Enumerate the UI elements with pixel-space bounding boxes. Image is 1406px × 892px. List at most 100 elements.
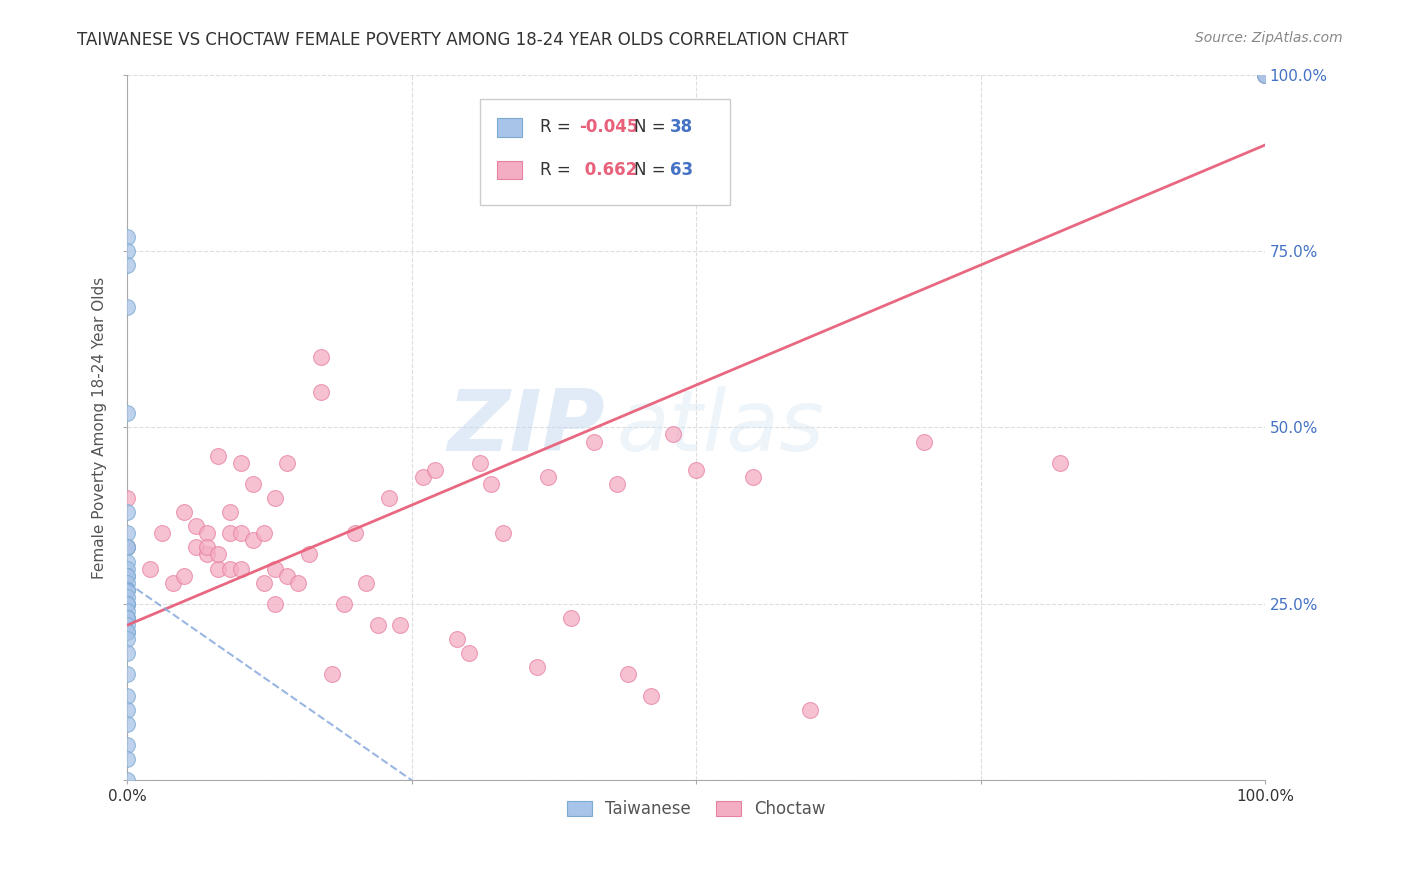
Point — [117, 773, 139, 788]
Point — [423, 463, 446, 477]
Point — [117, 646, 139, 660]
Point — [582, 434, 605, 449]
Point — [253, 526, 276, 541]
Point — [117, 541, 139, 555]
Point — [912, 434, 935, 449]
Point — [343, 526, 366, 541]
Point — [117, 689, 139, 703]
Point — [617, 667, 640, 681]
Point — [117, 406, 139, 420]
Point — [537, 470, 560, 484]
Point — [298, 548, 321, 562]
Point — [287, 575, 309, 590]
Point — [184, 519, 207, 533]
Text: 38: 38 — [671, 119, 693, 136]
Point — [412, 470, 434, 484]
Point — [389, 618, 412, 632]
Text: R =: R = — [540, 119, 576, 136]
Point — [242, 533, 264, 548]
FancyBboxPatch shape — [498, 119, 522, 136]
Text: R =: R = — [540, 161, 576, 178]
Point — [218, 526, 240, 541]
Point — [117, 597, 139, 611]
Point — [378, 491, 401, 505]
Point — [207, 561, 229, 575]
Point — [117, 667, 139, 681]
Point — [367, 618, 389, 632]
Y-axis label: Female Poverty Among 18-24 Year Olds: Female Poverty Among 18-24 Year Olds — [93, 277, 107, 579]
Text: N =: N = — [634, 119, 671, 136]
FancyBboxPatch shape — [479, 99, 730, 205]
Point — [117, 491, 139, 505]
Point — [162, 575, 184, 590]
Point — [742, 470, 765, 484]
Point — [184, 541, 207, 555]
Point — [640, 689, 662, 703]
Text: Source: ZipAtlas.com: Source: ZipAtlas.com — [1195, 31, 1343, 45]
Point — [195, 541, 218, 555]
Point — [207, 449, 229, 463]
Point — [207, 548, 229, 562]
Point — [173, 568, 195, 582]
Point — [117, 703, 139, 717]
Point — [468, 456, 491, 470]
Text: N =: N = — [634, 161, 671, 178]
Point — [1254, 68, 1277, 82]
Point — [231, 526, 253, 541]
Point — [117, 625, 139, 640]
Point — [117, 244, 139, 258]
Point — [1254, 68, 1277, 82]
Point — [117, 582, 139, 597]
Point — [117, 561, 139, 575]
Point — [264, 597, 287, 611]
Point — [309, 385, 332, 400]
Point — [231, 561, 253, 575]
Point — [117, 716, 139, 731]
Text: TAIWANESE VS CHOCTAW FEMALE POVERTY AMONG 18-24 YEAR OLDS CORRELATION CHART: TAIWANESE VS CHOCTAW FEMALE POVERTY AMON… — [77, 31, 849, 49]
Point — [195, 548, 218, 562]
Point — [685, 463, 707, 477]
Point — [117, 301, 139, 315]
Point — [799, 703, 821, 717]
Point — [492, 526, 515, 541]
Point — [218, 505, 240, 519]
FancyBboxPatch shape — [498, 161, 522, 179]
Point — [242, 476, 264, 491]
Point — [481, 476, 503, 491]
Point — [117, 258, 139, 272]
Point — [1049, 456, 1071, 470]
Point — [117, 582, 139, 597]
Point — [560, 611, 582, 625]
Text: atlas: atlas — [617, 386, 824, 469]
Text: 0.662: 0.662 — [579, 161, 637, 178]
Point — [117, 611, 139, 625]
Point — [276, 456, 298, 470]
Point — [117, 568, 139, 582]
Point — [264, 491, 287, 505]
Point — [1254, 68, 1277, 82]
Point — [117, 597, 139, 611]
Text: -0.045: -0.045 — [579, 119, 638, 136]
Point — [276, 568, 298, 582]
Point — [117, 611, 139, 625]
Point — [117, 541, 139, 555]
Point — [218, 561, 240, 575]
Text: 63: 63 — [671, 161, 693, 178]
Point — [139, 561, 162, 575]
Point — [309, 350, 332, 364]
Point — [117, 590, 139, 604]
Point — [117, 526, 139, 541]
Text: ZIP: ZIP — [447, 386, 605, 469]
Point — [606, 476, 628, 491]
Point — [117, 618, 139, 632]
Point — [526, 660, 548, 674]
Point — [150, 526, 173, 541]
Point — [117, 505, 139, 519]
Point — [117, 752, 139, 766]
Point — [264, 561, 287, 575]
Point — [446, 632, 468, 647]
Point — [332, 597, 354, 611]
Point — [173, 505, 195, 519]
Point — [117, 597, 139, 611]
Point — [253, 575, 276, 590]
